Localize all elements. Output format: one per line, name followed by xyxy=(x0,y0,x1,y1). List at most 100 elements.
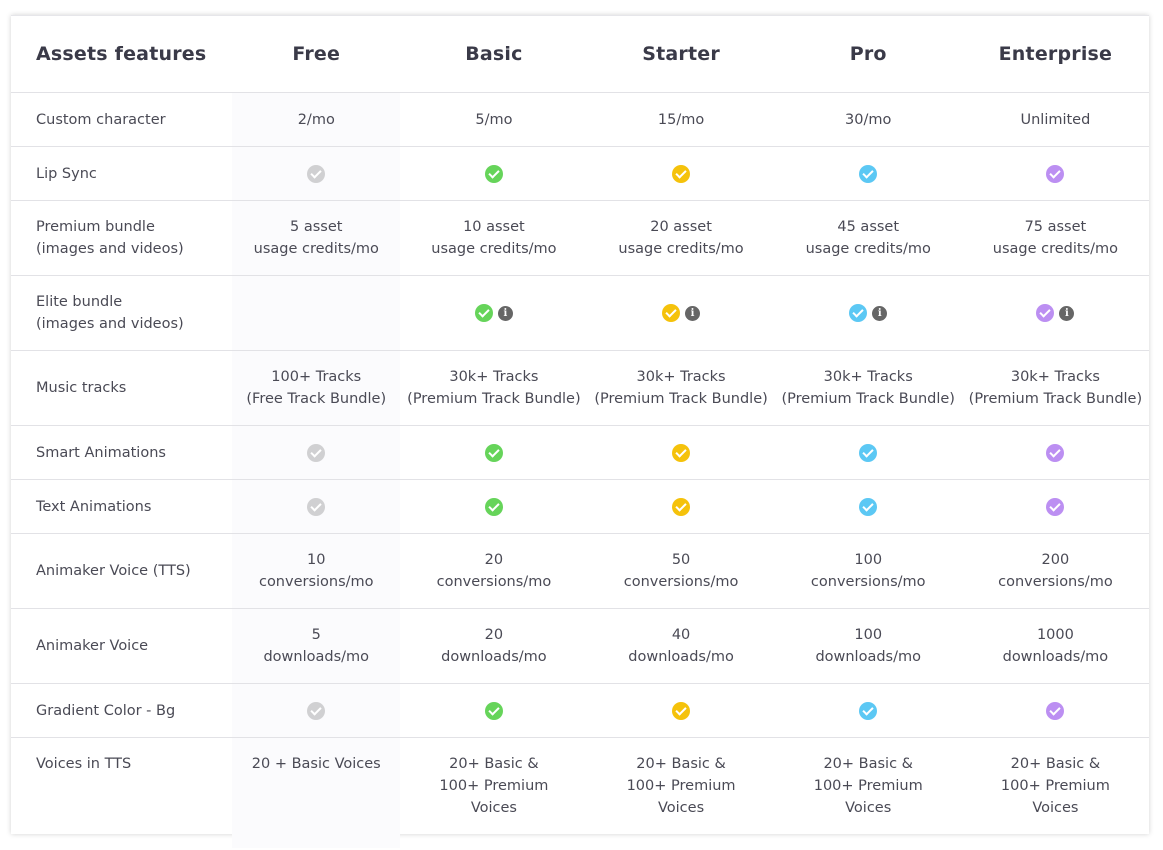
plan-value-text: Unlimited xyxy=(1020,111,1091,128)
plan-cell-enterprise: 200 conversions/mo xyxy=(961,533,1149,609)
check-icon xyxy=(859,497,878,516)
plan-cell-free: 2/mo xyxy=(232,92,401,147)
check-icon xyxy=(672,443,691,462)
plan-cell-free: 10 conversions/mo xyxy=(232,533,401,609)
plan-value-text: 20+ Basic & 100+ Premium Voices xyxy=(626,756,736,816)
feature-label: Text Animations xyxy=(11,479,233,534)
plan-cell-starter: 40 downloads/mo xyxy=(587,608,775,684)
plan-header-enterprise: Enterprise xyxy=(961,16,1149,93)
plan-value-text: 1000 downloads/mo xyxy=(1002,627,1109,665)
plan-value-text: 5 asset usage credits/mo xyxy=(253,219,379,257)
check-icon xyxy=(307,164,326,183)
plan-cell-free: 5 downloads/mo xyxy=(232,608,401,684)
plan-cell-pro: 100 conversions/mo xyxy=(774,533,962,609)
plan-cell-free: 100+ Tracks (Free Track Bundle) xyxy=(232,350,401,426)
check-icon xyxy=(484,497,503,516)
plan-value-text: 20+ Basic & 100+ Premium Voices xyxy=(1000,756,1110,816)
feature-label: Elite bundle (images and videos) xyxy=(11,275,233,351)
check-icon xyxy=(859,443,878,462)
plan-cell-basic: 20 downloads/mo xyxy=(400,608,588,684)
plan-cell-starter xyxy=(587,146,775,201)
info-icon[interactable]: i xyxy=(1059,305,1075,321)
plan-cell-enterprise: 20+ Basic & 100+ Premium Voices xyxy=(962,738,1149,849)
plan-value-text: 20 + Basic Voices xyxy=(251,756,381,772)
plan-cell-basic: i xyxy=(400,275,588,351)
table-row: Voices in TTS 20 + Basic Voices 20+ Basic … xyxy=(11,737,1149,849)
plan-cell-free xyxy=(232,275,401,351)
plan-cell-basic: 20+ Basic & 100+ Premium Voices xyxy=(400,738,587,849)
plan-cell-basic: 10 asset usage credits/mo xyxy=(400,200,588,276)
assets-features-table: Assets features Free Basic Starter Pro E… xyxy=(11,16,1149,848)
plan-cell-basic xyxy=(400,683,588,738)
plan-cell-enterprise xyxy=(961,683,1149,738)
plan-cell-pro xyxy=(774,683,962,738)
plan-cell-pro: 30/mo xyxy=(774,92,962,147)
plan-cell-enterprise xyxy=(961,146,1149,201)
plan-value-text: 20+ Basic & 100+ Premium Voices xyxy=(439,756,549,816)
check-icon xyxy=(307,497,326,516)
header-row: Assets features Free Basic Starter Pro E… xyxy=(11,16,1149,93)
plan-header-free: Free xyxy=(232,16,401,93)
plan-header-basic: Basic xyxy=(400,16,588,93)
plan-cell-enterprise xyxy=(961,425,1149,480)
check-icon xyxy=(1046,497,1065,516)
plan-header-starter: Starter xyxy=(587,16,775,93)
plan-cell-free xyxy=(232,683,401,738)
plan-value-text: 100 downloads/mo xyxy=(815,627,921,665)
plan-cell-starter: i xyxy=(587,275,775,351)
check-icon xyxy=(672,497,691,516)
plan-value-text: 15/mo xyxy=(657,111,705,128)
plan-cell-starter xyxy=(587,479,775,534)
plan-value-text: 20 asset usage credits/mo xyxy=(618,219,744,257)
table-row: Animaker Voice (TTS) 10 conversions/mo 20 … xyxy=(11,533,1149,609)
check-icon xyxy=(672,164,691,183)
info-icon[interactable]: i xyxy=(872,305,888,321)
plan-cell-free xyxy=(232,425,401,480)
plan-cell-pro xyxy=(774,425,962,480)
feature-label: Premium bundle (images and videos) xyxy=(11,200,233,276)
table-row: Custom character 2/mo 5/mo 15/mo 30/mo Unlimi… xyxy=(11,92,1149,147)
check-icon xyxy=(1046,164,1065,183)
plan-cell-starter: 30k+ Tracks (Premium Track Bundle) xyxy=(587,350,775,426)
feature-label: Voices in TTS xyxy=(36,756,132,772)
plan-value-text: 10 asset usage credits/mo xyxy=(431,219,557,257)
info-icon[interactable]: i xyxy=(497,305,513,321)
plan-cell-basic xyxy=(400,146,588,201)
check-icon xyxy=(1046,701,1065,720)
plan-value-text: 10 conversions/mo xyxy=(258,552,374,590)
check-icon xyxy=(307,443,326,462)
plan-cell-basic: 20 conversions/mo xyxy=(400,533,588,609)
plan-cell-enterprise: i xyxy=(961,275,1149,351)
plan-cell-starter xyxy=(587,425,775,480)
plan-cell-enterprise xyxy=(961,479,1149,534)
plan-cell-free: 20 + Basic Voices xyxy=(232,737,401,848)
plan-cell-basic xyxy=(400,425,588,480)
plan-value-text: 50 conversions/mo xyxy=(623,552,739,590)
check-icon xyxy=(859,164,878,183)
plan-value-text: 100 conversions/mo xyxy=(810,552,926,590)
plan-cell-enterprise: 1000 downloads/mo xyxy=(961,608,1149,684)
table-row: Premium bundle (images and videos) 5 asse… xyxy=(11,200,1149,276)
plan-value-text: 200 conversions/mo xyxy=(998,552,1113,590)
plan-cell-enterprise: 30k+ Tracks (Premium Track Bundle) xyxy=(961,350,1149,426)
check-icon xyxy=(859,701,878,720)
plan-value-text: 75 asset usage credits/mo xyxy=(992,219,1119,257)
table-row: Text Animations xyxy=(11,479,1149,534)
plan-value-text: 30k+ Tracks (Premium Track Bundle) xyxy=(781,369,955,407)
assets-features-comparison-card: Assets features Free Basic Starter Pro E… xyxy=(11,15,1149,848)
plan-cell-enterprise: Unlimited xyxy=(961,92,1149,147)
check-icon xyxy=(1046,443,1065,462)
plan-cell-pro xyxy=(774,146,962,201)
plan-cell-starter xyxy=(587,683,775,738)
plan-cell-free xyxy=(232,479,401,534)
feature-label: Lip Sync xyxy=(11,146,233,201)
plan-value-text: 30k+ Tracks (Premium Track Bundle) xyxy=(594,369,768,407)
plan-value-text: 30k+ Tracks (Premium Track Bundle) xyxy=(968,369,1143,407)
plan-cell-starter: 15/mo xyxy=(587,92,775,147)
check-icon xyxy=(662,304,681,322)
plan-cell-pro: 20+ Basic & 100+ Premium Voices xyxy=(775,738,962,849)
plan-cell-pro: 45 asset usage credits/mo xyxy=(774,200,962,276)
feature-label: Animaker Voice (TTS) xyxy=(11,533,233,609)
feature-label: Custom character xyxy=(11,92,233,147)
info-icon[interactable]: i xyxy=(685,305,701,321)
